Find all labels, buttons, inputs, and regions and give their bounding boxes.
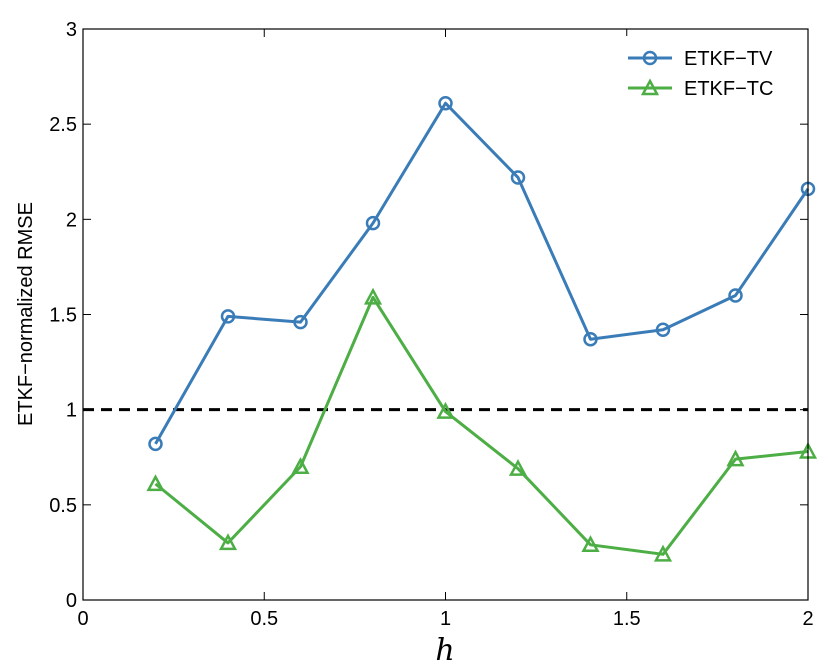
legend-label-etkf-tc: ETKF−TC (684, 78, 773, 100)
tick-layer: 0 0.5 1 1.5 2 0 0.5 1 1.5 2 2.5 3 (49, 19, 813, 630)
data-point-triangle (653, 544, 673, 562)
data-point-triangle (508, 459, 528, 476)
x-tick-label: 0 (77, 608, 88, 630)
data-point-triangle (726, 449, 745, 467)
data-point-triangle (291, 457, 310, 475)
data-point-circle (655, 322, 671, 337)
legend-label-etkf-tv: ETKF−TV (684, 48, 773, 70)
x-tick-label: 1.5 (613, 608, 641, 630)
y-tick-label: 1.5 (49, 305, 77, 327)
y-tick-label: 1 (66, 400, 77, 422)
data-point-triangle (146, 474, 165, 492)
x-tick-label: 1 (440, 608, 451, 630)
data-point-circle (365, 215, 381, 231)
plot-area (83, 29, 808, 600)
x-tick-label: 0.5 (250, 608, 278, 630)
x-tick-label: 2 (802, 608, 813, 630)
data-point-circle (510, 170, 526, 185)
series-line-etkf-tc (154, 295, 809, 556)
data-point-triangle (436, 401, 455, 419)
data-point-circle (583, 331, 598, 347)
data-point-triangle (218, 533, 238, 551)
legend-marker-circle (642, 50, 658, 66)
y-tick-label: 3 (66, 19, 77, 41)
data-point-circle (220, 309, 236, 324)
series-layer (146, 95, 818, 562)
y-tick-label: 0.5 (49, 495, 77, 517)
y-tick-label: 2 (66, 209, 77, 231)
data-point-circle (148, 436, 163, 452)
data-point-circle (728, 288, 743, 303)
data-point-circle (438, 95, 453, 111)
y-tick-label: 0 (66, 590, 77, 612)
legend-marker-triangle (640, 78, 660, 96)
legend: ETKF−TV ETKF−TC (618, 36, 806, 104)
y-tick-label: 2.5 (49, 114, 77, 136)
series-line-etkf-tv (154, 101, 810, 445)
data-point-triangle (363, 287, 383, 305)
data-point-circle (293, 314, 308, 330)
data-point-triangle (581, 535, 600, 553)
legend-box (618, 36, 806, 104)
x-axis-label: h (435, 633, 454, 668)
y-axis-label: ETKF−normalized RMSE (15, 202, 37, 426)
